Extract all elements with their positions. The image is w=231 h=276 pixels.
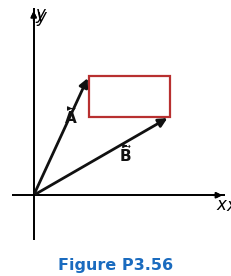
Text: x: x (216, 196, 225, 214)
Text: y: y (35, 5, 45, 23)
Text: Figure P3.56: Figure P3.56 (58, 258, 173, 273)
Text: $\vec{\mathbf{A}}$: $\vec{\mathbf{A}}$ (63, 106, 77, 127)
Text: y: y (36, 8, 46, 26)
Text: x: x (226, 197, 231, 215)
Bar (88, 76, 169, 117)
Text: $\vec{\mathbf{B}}$: $\vec{\mathbf{B}}$ (119, 144, 131, 164)
